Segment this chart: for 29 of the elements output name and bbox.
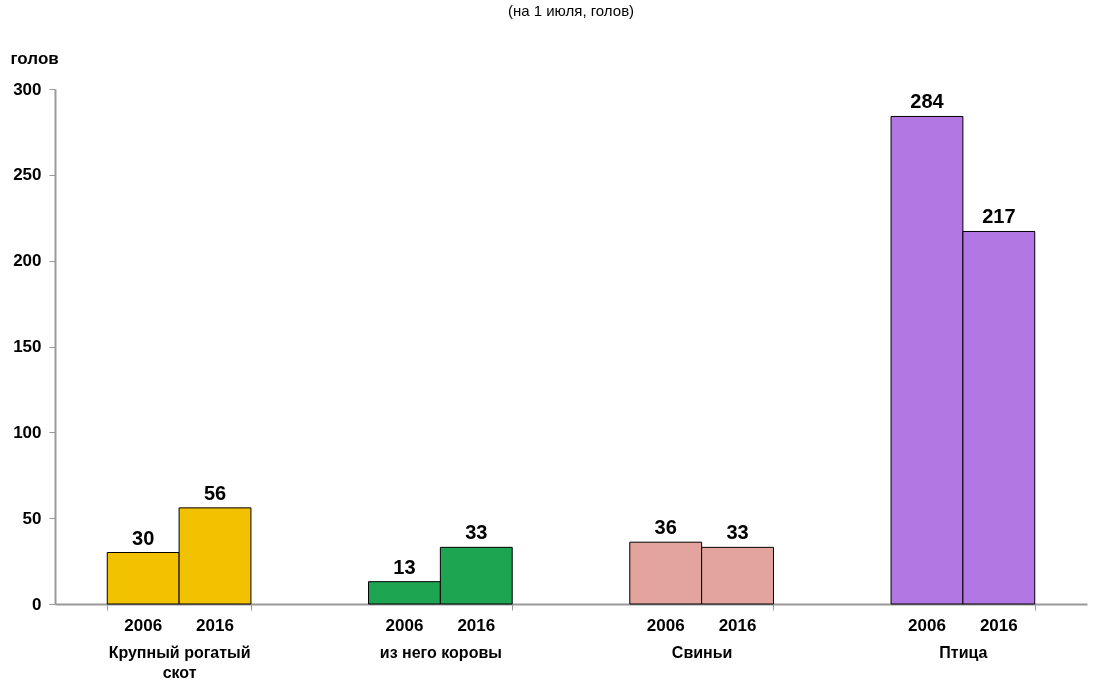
data-label: 56 <box>203 481 227 504</box>
text: 2016 <box>457 616 496 635</box>
data-label: 284 <box>910 90 945 113</box>
y-axis-title: голов <box>10 48 59 68</box>
y-tick-label: 150 <box>13 337 42 356</box>
y-tick-label: 250 <box>13 165 42 185</box>
text: 2016 <box>979 616 1018 635</box>
text: 2006 <box>908 616 946 635</box>
x-tick-label: Крупный рогатый скот <box>108 643 251 681</box>
series-label: 2006 <box>124 616 163 635</box>
y-tick-label: 0 <box>32 594 42 614</box>
y-tick-label: 300 <box>13 79 42 99</box>
data-label: 33 <box>726 521 749 544</box>
text: 2006 <box>646 616 685 635</box>
x-tick-label: Птица <box>939 643 988 661</box>
y-tick-label: 50 <box>22 508 42 528</box>
y-tick-label: 200 <box>13 251 42 271</box>
series-label: 2016 <box>196 616 234 635</box>
text: 2006 <box>385 616 424 635</box>
data-label: 13 <box>393 555 416 578</box>
data-label: 33 <box>465 521 488 544</box>
data-label: 217 <box>982 205 1016 228</box>
x-tick-label: Свиньи <box>671 643 733 661</box>
x-tick-label: из него коровы <box>379 643 502 661</box>
text: 2016 <box>718 616 757 635</box>
data-label: 36 <box>654 516 677 539</box>
data-label: 30 <box>132 526 155 549</box>
chart-title: (на 1 июля, голов) <box>507 2 635 19</box>
y-tick-label: 100 <box>13 422 42 442</box>
